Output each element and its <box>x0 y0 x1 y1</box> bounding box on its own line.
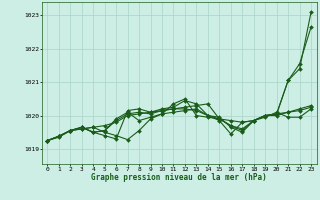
X-axis label: Graphe pression niveau de la mer (hPa): Graphe pression niveau de la mer (hPa) <box>91 173 267 182</box>
